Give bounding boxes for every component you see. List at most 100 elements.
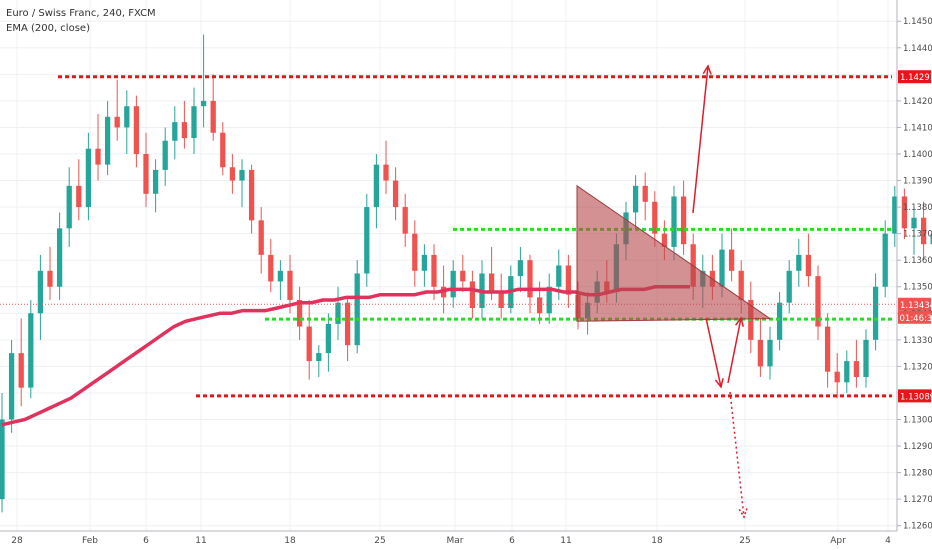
candle-body: [412, 233, 418, 271]
candle-body: [776, 302, 783, 340]
price-tick-label: 1.14100: [903, 123, 932, 133]
candle-body: [556, 265, 562, 287]
candle-body: [565, 265, 572, 295]
time-axis[interactable]: 28 Feb 6 11 18 25 Mar 6 11 18 25 Apr 4: [0, 530, 897, 546]
price-tick-label: 1.13700: [903, 230, 932, 240]
drawings: [0, 64, 897, 519]
candle-body: [930, 233, 932, 245]
countdown-tag: [898, 310, 931, 324]
candle-body: [728, 249, 735, 271]
candle-body: [719, 249, 725, 287]
price-tick-label: 1.12900: [903, 442, 932, 452]
candle-body: [834, 371, 840, 383]
indicator-label[interactable]: EMA (200, close): [6, 23, 90, 34]
candle-body: [920, 217, 927, 245]
candle-body: [536, 297, 543, 314]
time-tick-label: 6: [143, 536, 149, 546]
candle-body: [335, 302, 341, 324]
candle-body: [853, 361, 860, 378]
candle-body: [229, 167, 236, 181]
breakout-up-arrow: [692, 65, 709, 214]
candle-body: [527, 260, 533, 298]
candle-body: [37, 270, 44, 314]
price-tag-label: 1.13434: [900, 301, 932, 311]
price-tag: [898, 70, 931, 84]
candle-body: [0, 419, 5, 500]
time-tick-label: 25: [739, 536, 750, 546]
time-tick-label: Apr: [830, 536, 846, 546]
candle-body: [661, 233, 668, 247]
candle-body: [488, 273, 495, 293]
candle-body: [392, 180, 399, 208]
retest-arrow: [727, 317, 742, 384]
candle-body: [85, 148, 92, 208]
price-tick-label: 1.13900: [903, 177, 932, 187]
candle-body: [354, 273, 360, 346]
candle-body: [546, 286, 552, 314]
candle-body: [8, 353, 15, 420]
price-tick-label: 1.14200: [903, 97, 932, 107]
candle-body: [364, 207, 370, 274]
price-tick-label: 1.13600: [903, 256, 932, 266]
time-tick-label: 28: [11, 536, 23, 546]
candle-body: [757, 339, 764, 367]
price-axis[interactable]: 1.14500 1.14400 1.14291 1.14200 1.14100 1.140…: [896, 0, 932, 532]
candle-body: [296, 300, 303, 327]
candle-body: [162, 140, 168, 170]
price-tick-label: 1.12700: [903, 495, 932, 505]
price-tag-label: 1.13089: [900, 392, 932, 402]
candle-body: [191, 106, 197, 139]
chart-legend: Euro / Swiss Franc, 240, FXCM EMA (200, …: [6, 6, 156, 36]
breakdown-arrow: [705, 317, 722, 388]
countdown-label: 01:46:30: [900, 314, 932, 324]
candle-body: [498, 292, 504, 308]
candle-body: [18, 353, 24, 388]
candle-body: [469, 281, 476, 308]
candle-body: [671, 196, 677, 247]
time-tick-label: 4: [885, 536, 891, 546]
price-tag: [898, 297, 931, 311]
ema-line: [1, 284, 690, 427]
candle-body: [277, 270, 284, 282]
candle-body: [220, 132, 226, 168]
candle-body: [373, 164, 380, 208]
candle-body: [76, 185, 82, 208]
candle-body: [911, 217, 917, 229]
candle-body: [642, 185, 648, 202]
candle-body: [402, 207, 408, 234]
price-tick-label: 1.13000: [903, 415, 932, 425]
candle-body: [767, 339, 773, 367]
descending-triangle: [576, 184, 772, 322]
candle-body: [104, 116, 111, 165]
price-tag-label: 1.14291: [900, 73, 932, 83]
candle-body: [450, 270, 456, 298]
candle-body: [882, 233, 888, 287]
candle-body: [181, 122, 188, 139]
candle-body: [325, 323, 332, 354]
candle-body: [632, 185, 639, 213]
candle-body: [431, 254, 437, 287]
candle-body: [306, 326, 312, 362]
price-tick-label: 1.12800: [903, 469, 932, 479]
candle-body: [268, 254, 274, 282]
time-tick-label: 18: [651, 536, 663, 546]
price-tick-label: 1.13200: [903, 362, 932, 372]
price-tick-label: 1.14500: [903, 17, 932, 27]
candle-body: [460, 270, 466, 282]
price-tick-label: 1.14000: [903, 150, 932, 160]
retest-arrow-head: [734, 316, 744, 327]
candle-body: [239, 169, 245, 181]
projection-arrow-head: [738, 508, 748, 519]
candle-body: [815, 276, 821, 327]
candle-body: [152, 169, 159, 194]
symbol-title[interactable]: Euro / Swiss Franc, 240, FXCM: [6, 8, 156, 19]
breakdown-arrow-head: [714, 378, 724, 389]
candle-body: [56, 228, 63, 287]
candle-body: [66, 185, 72, 229]
candle-body: [248, 169, 255, 221]
candle-body: [892, 196, 898, 234]
ema-200-line: [1, 284, 690, 427]
